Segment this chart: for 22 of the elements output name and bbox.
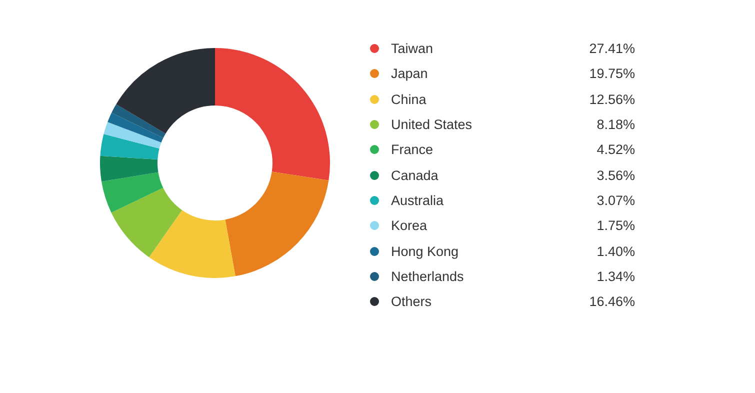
data-label: 4.52% — [596, 142, 635, 158]
data-label: 1.40% — [596, 244, 635, 259]
data-label: 1.34% — [596, 268, 635, 284]
legend-label: France — [391, 142, 434, 158]
data-label: 16.46% — [589, 294, 635, 310]
legend-label: Taiwan — [391, 41, 434, 56]
data-label: 27.41% — [589, 41, 635, 56]
legend-label: Others — [391, 294, 433, 310]
data-label: 3.56% — [596, 168, 635, 183]
legend-label: Korea — [391, 218, 428, 234]
data-label: 8.18% — [596, 117, 635, 132]
data-label: 12.56% — [589, 92, 635, 107]
legend-label: Netherlands — [391, 268, 465, 284]
legend-label: Canada — [391, 168, 440, 183]
legend-label: Japan — [391, 66, 429, 82]
data-label: 3.07% — [596, 192, 635, 208]
data-label: 19.75% — [589, 66, 635, 82]
legend-label: Hong Kong — [391, 244, 460, 259]
legend-label: Australia — [391, 192, 445, 208]
legend-label: United States — [391, 117, 474, 132]
legend-label: China — [391, 92, 428, 107]
data-label: 1.75% — [596, 218, 635, 234]
